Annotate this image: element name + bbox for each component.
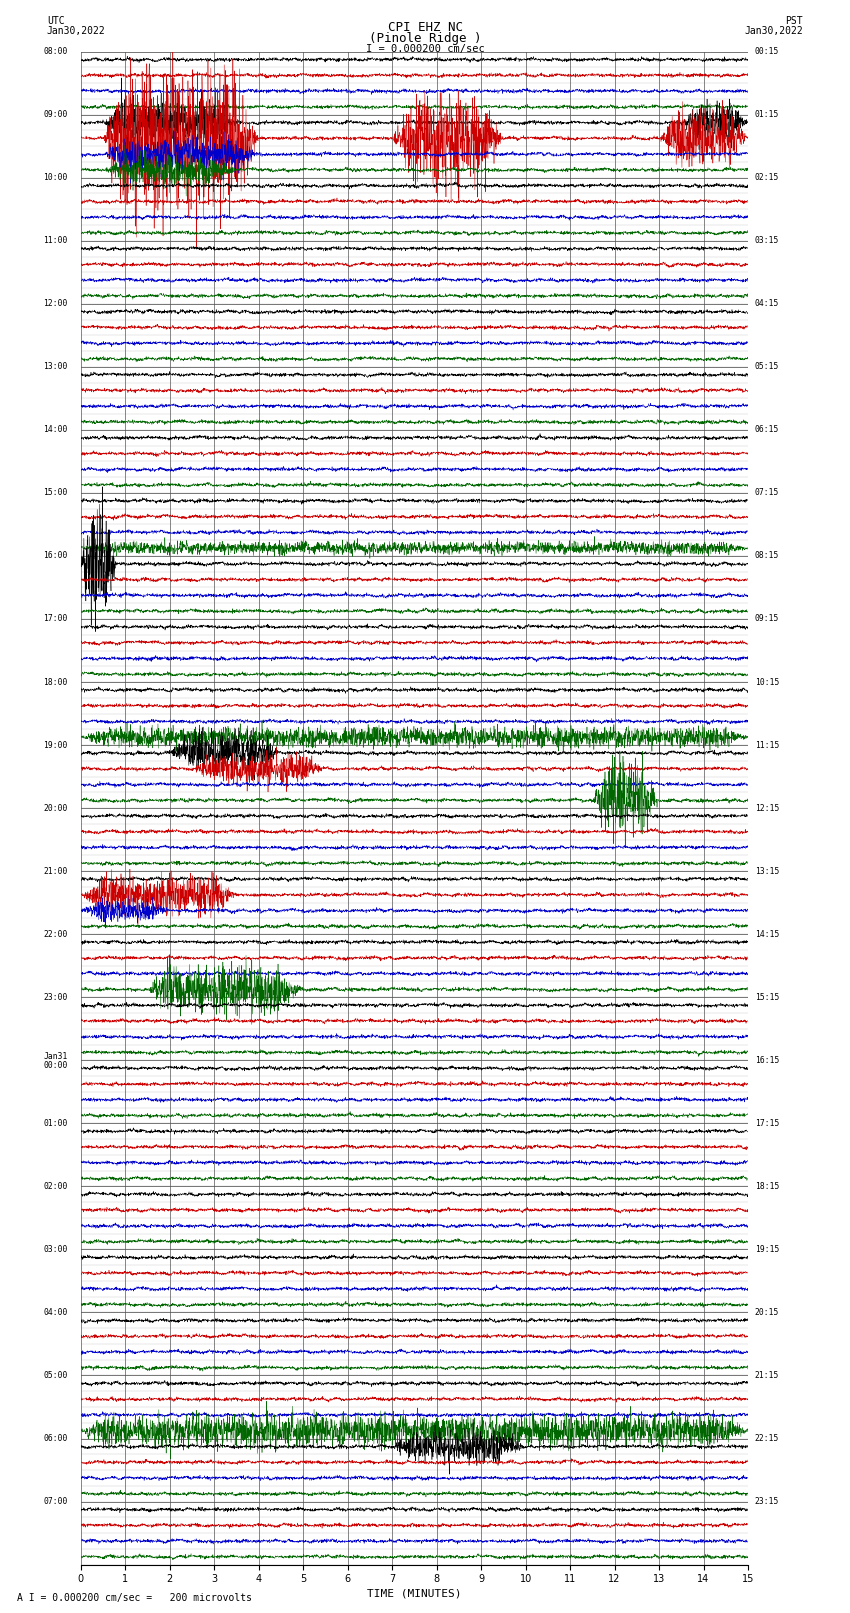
Text: 23:00: 23:00 bbox=[43, 992, 67, 1002]
Text: 21:15: 21:15 bbox=[755, 1371, 779, 1381]
Text: 15:15: 15:15 bbox=[755, 992, 779, 1002]
Text: 19:00: 19:00 bbox=[43, 740, 67, 750]
Text: 22:00: 22:00 bbox=[43, 929, 67, 939]
Text: 09:15: 09:15 bbox=[755, 615, 779, 624]
Text: 10:00: 10:00 bbox=[43, 173, 67, 182]
Text: 17:00: 17:00 bbox=[43, 615, 67, 624]
Text: 06:00: 06:00 bbox=[43, 1434, 67, 1444]
Text: 12:00: 12:00 bbox=[43, 300, 67, 308]
Text: Jan30,2022: Jan30,2022 bbox=[47, 26, 105, 35]
Text: CPI EHZ NC: CPI EHZ NC bbox=[388, 21, 462, 34]
X-axis label: TIME (MINUTES): TIME (MINUTES) bbox=[367, 1589, 462, 1598]
Text: 13:00: 13:00 bbox=[43, 363, 67, 371]
Text: A I = 0.000200 cm/sec =   200 microvolts: A I = 0.000200 cm/sec = 200 microvolts bbox=[17, 1594, 252, 1603]
Text: 12:15: 12:15 bbox=[755, 803, 779, 813]
Text: PST: PST bbox=[785, 16, 803, 26]
Text: 08:15: 08:15 bbox=[755, 552, 779, 560]
Text: 01:15: 01:15 bbox=[755, 110, 779, 119]
Text: 13:15: 13:15 bbox=[755, 866, 779, 876]
Text: 05:15: 05:15 bbox=[755, 363, 779, 371]
Text: UTC: UTC bbox=[47, 16, 65, 26]
Text: 11:15: 11:15 bbox=[755, 740, 779, 750]
Text: I = 0.000200 cm/sec: I = 0.000200 cm/sec bbox=[366, 44, 484, 53]
Text: 22:15: 22:15 bbox=[755, 1434, 779, 1444]
Text: 01:00: 01:00 bbox=[43, 1119, 67, 1127]
Text: 02:15: 02:15 bbox=[755, 173, 779, 182]
Text: 18:15: 18:15 bbox=[755, 1182, 779, 1190]
Text: 09:00: 09:00 bbox=[43, 110, 67, 119]
Text: 11:00: 11:00 bbox=[43, 235, 67, 245]
Text: 03:00: 03:00 bbox=[43, 1245, 67, 1253]
Text: 20:00: 20:00 bbox=[43, 803, 67, 813]
Text: 20:15: 20:15 bbox=[755, 1308, 779, 1316]
Text: (Pinole Ridge ): (Pinole Ridge ) bbox=[369, 32, 481, 45]
Text: 14:15: 14:15 bbox=[755, 929, 779, 939]
Text: 18:00: 18:00 bbox=[43, 677, 67, 687]
Text: Jan30,2022: Jan30,2022 bbox=[745, 26, 803, 35]
Text: 02:00: 02:00 bbox=[43, 1182, 67, 1190]
Text: 04:00: 04:00 bbox=[43, 1308, 67, 1316]
Text: Jan31: Jan31 bbox=[43, 1052, 67, 1061]
Text: 00:00: 00:00 bbox=[43, 1061, 67, 1069]
Text: 04:15: 04:15 bbox=[755, 300, 779, 308]
Text: 23:15: 23:15 bbox=[755, 1497, 779, 1507]
Text: 05:00: 05:00 bbox=[43, 1371, 67, 1381]
Text: 19:15: 19:15 bbox=[755, 1245, 779, 1253]
Text: 15:00: 15:00 bbox=[43, 489, 67, 497]
Text: 07:15: 07:15 bbox=[755, 489, 779, 497]
Text: 08:00: 08:00 bbox=[43, 47, 67, 56]
Text: 16:00: 16:00 bbox=[43, 552, 67, 560]
Text: 21:00: 21:00 bbox=[43, 866, 67, 876]
Text: 03:15: 03:15 bbox=[755, 235, 779, 245]
Text: 17:15: 17:15 bbox=[755, 1119, 779, 1127]
Text: 00:15: 00:15 bbox=[755, 47, 779, 56]
Text: 06:15: 06:15 bbox=[755, 426, 779, 434]
Text: 16:15: 16:15 bbox=[755, 1057, 779, 1065]
Text: 07:00: 07:00 bbox=[43, 1497, 67, 1507]
Text: 14:00: 14:00 bbox=[43, 426, 67, 434]
Text: 10:15: 10:15 bbox=[755, 677, 779, 687]
